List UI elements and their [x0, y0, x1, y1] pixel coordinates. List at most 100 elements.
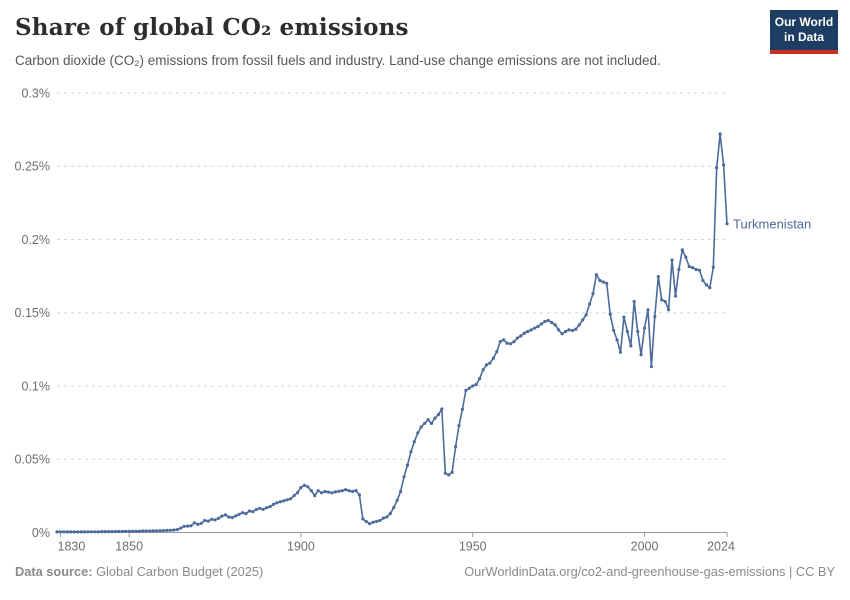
data-point-marker: [106, 530, 111, 534]
data-point-marker: [237, 512, 241, 516]
data-point-marker: [378, 518, 382, 523]
owid-logo[interactable]: Our World in Data: [770, 10, 838, 54]
data-point-marker: [258, 506, 262, 510]
data-point-marker: [508, 342, 513, 346]
data-point-marker: [240, 511, 245, 515]
data-point-marker: [591, 292, 595, 296]
data-point-marker: [667, 308, 671, 312]
data-point-marker: [395, 498, 399, 502]
y-tick-label: 0.2%: [22, 233, 51, 247]
data-point-marker: [433, 416, 437, 420]
data-point-marker: [546, 318, 550, 323]
data-point-marker: [316, 489, 320, 493]
data-point-marker: [247, 509, 251, 513]
data-point-marker: [326, 490, 330, 494]
data-point-marker: [412, 440, 416, 444]
data-point-marker: [567, 328, 571, 332]
data-point-marker: [275, 501, 279, 505]
data-point-marker: [96, 530, 100, 534]
data-point-marker: [660, 298, 664, 302]
data-point-marker: [649, 364, 654, 369]
data-point-marker: [357, 493, 361, 497]
data-point-marker: [522, 331, 526, 335]
data-point-marker: [574, 327, 578, 331]
data-point-marker: [361, 517, 365, 521]
data-point-marker: [292, 494, 296, 498]
data-point-marker: [330, 491, 334, 495]
data-point-marker: [69, 530, 73, 534]
data-point-marker: [460, 407, 464, 411]
data-point-marker: [161, 529, 166, 533]
data-point-marker: [223, 513, 227, 517]
owid-credit-link[interactable]: OurWorldinData.org/co2-and-greenhouse-ga…: [464, 564, 835, 579]
data-point-marker: [577, 323, 581, 327]
data-point-marker: [642, 326, 647, 330]
series-label-turkmenistan[interactable]: Turkmenistan: [733, 216, 811, 231]
data-point-marker: [278, 500, 282, 504]
data-point-marker: [244, 511, 248, 516]
page-title: Share of global CO₂ emissions: [15, 14, 409, 41]
data-point-marker: [100, 530, 104, 534]
x-tick-label: 1830: [58, 540, 86, 554]
x-tick-label: 1950: [459, 540, 487, 554]
data-point-marker: [718, 132, 722, 136]
data-point-marker: [65, 530, 69, 534]
data-point-marker: [285, 498, 289, 502]
y-tick-label: 0.3%: [22, 86, 51, 100]
data-point-marker: [474, 382, 478, 387]
data-point-marker: [673, 294, 678, 298]
data-point-marker: [55, 530, 59, 534]
data-point-marker: [618, 350, 623, 354]
data-point-marker: [447, 473, 451, 477]
data-point-marker: [471, 384, 475, 388]
x-tick-label: 2024: [707, 540, 735, 554]
data-point-marker: [553, 323, 557, 327]
data-point-marker: [137, 529, 142, 533]
data-point-marker: [62, 530, 66, 534]
data-point-marker: [505, 341, 509, 345]
data-source-value: Global Carbon Budget (2025): [92, 564, 264, 579]
data-point-marker: [543, 319, 547, 324]
x-tick-label: 2000: [631, 540, 659, 554]
data-point-marker: [165, 528, 169, 533]
data-point-marker: [86, 530, 90, 534]
data-point-marker: [103, 530, 107, 534]
data-point-marker: [708, 286, 712, 290]
data-point-marker: [625, 329, 630, 334]
data-point-marker: [79, 530, 83, 534]
data-point-marker: [392, 506, 396, 510]
data-point-marker: [594, 273, 599, 277]
data-point-marker: [210, 517, 214, 521]
data-point-marker: [337, 489, 341, 493]
data-point-marker: [399, 489, 403, 494]
data-point-marker: [168, 528, 172, 532]
data-point-marker: [323, 489, 327, 494]
data-point-marker: [120, 529, 124, 534]
data-point-marker: [612, 328, 616, 332]
data-point-marker: [663, 299, 667, 304]
data-point-marker: [110, 530, 114, 534]
data-point-marker: [502, 338, 506, 342]
data-point-marker: [512, 340, 516, 344]
data-point-marker: [251, 510, 255, 514]
data-point-marker: [601, 280, 605, 284]
data-point-marker: [82, 530, 87, 534]
data-point-marker: [206, 519, 210, 523]
data-point-marker: [539, 322, 544, 326]
data-point-marker: [58, 530, 63, 534]
data-point-marker: [409, 450, 413, 454]
data-point-marker: [416, 431, 420, 435]
data-point-marker: [124, 529, 128, 533]
turkmenistan-line[interactable]: [56, 133, 728, 533]
data-point-marker: [320, 491, 324, 495]
data-point-marker: [495, 350, 499, 354]
data-point-marker: [385, 515, 389, 519]
data-point-marker: [234, 514, 238, 518]
data-point-marker: [268, 505, 272, 509]
data-point-marker: [148, 529, 152, 533]
data-point-marker: [182, 524, 186, 528]
data-point-marker: [436, 413, 440, 417]
data-point-marker: [588, 302, 592, 306]
